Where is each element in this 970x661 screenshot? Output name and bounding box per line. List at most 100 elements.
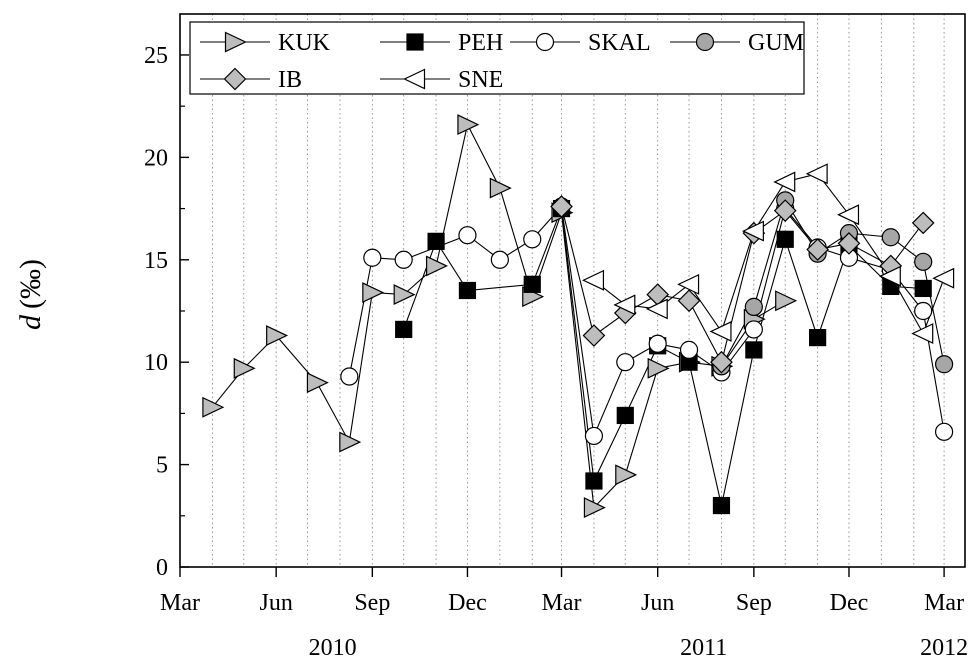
point-skal-2 <box>394 250 413 269</box>
point-sne-6 <box>773 171 796 193</box>
point-sne-5 <box>741 220 764 242</box>
series-line-peh <box>403 208 924 506</box>
point-gum-6 <box>914 252 933 271</box>
y-tick-label-2: 10 <box>144 350 168 376</box>
legend-label-kuk: KUK <box>278 30 331 56</box>
point-kuk-8 <box>457 114 480 136</box>
point-ib-9 <box>837 232 861 255</box>
point-kuk-9 <box>489 177 512 199</box>
y-axis-label: d (‰) <box>14 259 47 330</box>
x-tick-label-1: Jun <box>259 590 292 616</box>
point-ib-5 <box>710 350 733 374</box>
point-skal-12 <box>744 320 763 339</box>
year-label-2011: 2011 <box>680 635 727 661</box>
legend-label-sne: SNE <box>458 67 503 93</box>
point-skal-5 <box>523 230 542 249</box>
point-sne-4 <box>709 321 732 342</box>
point-skal-7 <box>584 426 604 446</box>
point-ib-11 <box>911 211 935 235</box>
legend-item-skal: SKAL <box>510 30 651 56</box>
point-skal-10 <box>679 340 699 359</box>
point-skal-1 <box>363 248 382 267</box>
point-sne-9 <box>878 265 901 287</box>
legend-marker-ib <box>223 67 247 91</box>
legend-item-peh: PEH <box>380 30 503 56</box>
legend: KUK PEH SKAL GUM IB SNE <box>189 21 805 95</box>
y-axis-label-symbol: d <box>14 314 47 330</box>
point-sne-0 <box>582 269 605 291</box>
point-peh-12 <box>809 329 827 347</box>
x-tick-label-4: Mar <box>542 590 582 616</box>
x-tick-label-2: Sep <box>354 590 390 616</box>
point-peh-5 <box>585 472 603 490</box>
series-line-ib <box>560 206 924 364</box>
point-skal-18 <box>934 422 954 441</box>
point-ib-8 <box>806 238 829 261</box>
point-gum-1 <box>744 297 763 316</box>
x-tick-label-5: Jun <box>641 590 674 616</box>
point-sne-1 <box>613 294 636 316</box>
point-sne-10 <box>911 323 934 344</box>
point-sne-2 <box>645 298 668 320</box>
point-peh-11 <box>776 230 794 248</box>
series-markers-skal <box>340 197 954 446</box>
x-tick-label-3: Dec <box>448 590 487 616</box>
series-markers-ib <box>550 195 935 374</box>
point-kuk-18 <box>775 290 798 312</box>
point-kuk-12 <box>583 497 606 519</box>
y-tick-label-1: 5 <box>156 453 168 479</box>
point-ib-4 <box>677 289 701 313</box>
series-markers-kuk <box>202 114 798 519</box>
point-peh-9 <box>712 496 731 515</box>
point-kuk-5 <box>362 282 385 303</box>
point-peh-6 <box>616 406 634 425</box>
y-tick-label-3: 15 <box>144 248 168 274</box>
point-skal-17 <box>914 301 933 321</box>
point-skal-9 <box>648 334 667 353</box>
point-kuk-13 <box>615 464 638 486</box>
point-kuk-2 <box>266 325 289 347</box>
point-peh-0 <box>395 320 413 339</box>
point-peh-3 <box>523 275 541 293</box>
point-kuk-14 <box>647 357 670 379</box>
point-sne-11 <box>932 267 955 289</box>
point-kuk-3 <box>306 372 329 394</box>
legend-marker-skal <box>535 32 555 52</box>
y-axis-label-unit: (‰) <box>14 259 47 309</box>
y-tick-label-0: 0 <box>156 555 168 581</box>
point-kuk-0 <box>202 396 225 418</box>
legend-label-ib: IB <box>278 67 302 93</box>
point-peh-10 <box>745 341 763 359</box>
x-tick-label-7: Dec <box>830 590 869 616</box>
point-ib-1 <box>582 324 606 347</box>
point-skal-4 <box>490 250 509 269</box>
point-sne-8 <box>837 204 860 226</box>
legend-item-gum: GUM <box>670 30 804 56</box>
point-skal-8 <box>616 353 635 372</box>
legend-label-peh: PEH <box>458 30 503 56</box>
x-tick-label-8: Mar <box>924 590 964 616</box>
legend-marker-peh <box>406 33 424 51</box>
point-sne-7 <box>805 163 828 185</box>
plot-frame <box>179 13 966 568</box>
point-ib-0 <box>550 195 573 218</box>
year-label-2012: 2012 <box>920 635 968 661</box>
y-tick-label-4: 20 <box>144 145 168 171</box>
point-sne-3 <box>677 273 700 295</box>
x-tick-label-0: Mar <box>160 590 200 616</box>
grid-lines <box>211 14 945 567</box>
point-peh-1 <box>427 232 445 250</box>
legend-label-gum: GUM <box>748 30 804 56</box>
point-kuk-7 <box>425 255 448 277</box>
series-markers-sne <box>582 163 955 344</box>
point-peh-15 <box>914 279 932 298</box>
legend-item-kuk: KUK <box>200 30 331 56</box>
series-ib <box>560 206 924 364</box>
point-skal-3 <box>458 226 477 245</box>
point-ib-7 <box>773 199 797 222</box>
point-skal-0 <box>340 367 359 386</box>
axes: 0 5 10 15 20 25 Mar Jun Sep Dec Mar Jun Sep Dec Mar 201… <box>144 43 968 661</box>
point-kuk-6 <box>393 284 416 306</box>
point-peh-2 <box>458 281 477 300</box>
